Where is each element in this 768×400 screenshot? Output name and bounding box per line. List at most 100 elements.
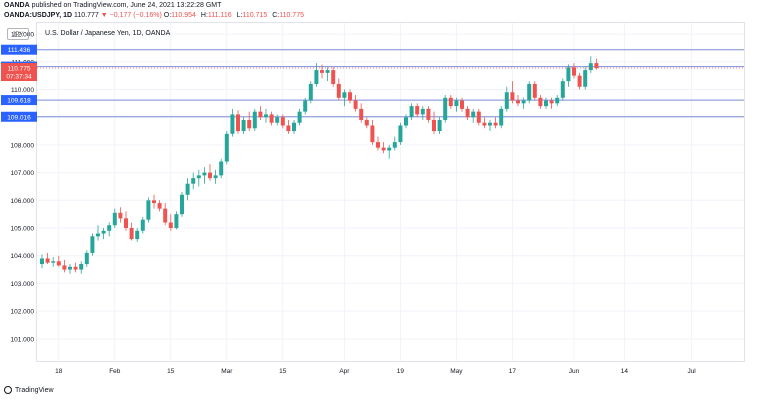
x-tick-label: Mar bbox=[221, 368, 233, 375]
candle-body bbox=[381, 147, 386, 151]
candle-body bbox=[213, 175, 218, 179]
candle-body bbox=[107, 225, 112, 231]
candle-body bbox=[538, 97, 543, 107]
candle-body bbox=[258, 111, 263, 118]
candle-body bbox=[79, 264, 84, 270]
candle-body bbox=[432, 119, 436, 132]
candle-body bbox=[180, 194, 184, 215]
open-label: O: bbox=[163, 12, 172, 19]
candle-body bbox=[230, 114, 235, 134]
candle-body bbox=[488, 122, 492, 126]
chart-title: U.S. Dollar / Japanese Yen, 1D, OANDA bbox=[45, 30, 171, 37]
candle-body bbox=[348, 92, 352, 101]
y-tick-label: 102.000 bbox=[11, 309, 35, 316]
candle-body bbox=[62, 265, 67, 270]
candle-body bbox=[163, 208, 168, 223]
candle-body bbox=[426, 108, 431, 120]
tradingview-watermark[interactable]: TradingView bbox=[4, 386, 54, 394]
published-line: OANDA published on TradingView.com, June… bbox=[4, 2, 221, 9]
candle-body bbox=[303, 100, 308, 112]
candle-body bbox=[336, 83, 341, 98]
candle-body bbox=[168, 222, 173, 229]
x-tick-label: Apr bbox=[339, 368, 350, 375]
x-tick-label: 19 bbox=[397, 368, 405, 375]
candle-body bbox=[68, 266, 72, 270]
candle-body bbox=[532, 83, 537, 98]
level-label-text: 109.016 bbox=[7, 114, 31, 121]
level-label-box bbox=[1, 44, 37, 55]
candle-body bbox=[219, 161, 224, 176]
level-label-text: 111.436 bbox=[8, 47, 31, 54]
candle-body bbox=[202, 172, 207, 176]
y-tick-label: 108.000 bbox=[11, 142, 35, 149]
y-tick-label: 105.000 bbox=[11, 226, 35, 233]
candle-body bbox=[297, 111, 302, 123]
candle-body bbox=[280, 117, 285, 126]
candle-body bbox=[516, 100, 520, 104]
candle-body bbox=[504, 92, 509, 109]
candle-body bbox=[342, 92, 347, 98]
candle-body bbox=[549, 100, 554, 104]
level-label-text: 109.618 bbox=[7, 98, 31, 105]
symbol-name: OANDA:USDJPY, 1D bbox=[4, 12, 73, 19]
price-change: ▼ −0.177 (−0.16%) bbox=[100, 12, 162, 19]
candle-body bbox=[420, 108, 425, 115]
candle-body bbox=[320, 70, 324, 73]
candle-body bbox=[443, 97, 448, 120]
candle-body bbox=[588, 63, 593, 71]
candle-body bbox=[140, 219, 145, 231]
candle-body bbox=[392, 142, 397, 148]
publisher-name: OANDA bbox=[4, 2, 30, 9]
candle-body bbox=[325, 70, 330, 73]
candle-body bbox=[241, 119, 246, 132]
candle-body bbox=[191, 178, 196, 184]
candle-body bbox=[84, 252, 89, 265]
candle-body bbox=[185, 183, 190, 195]
candle-body bbox=[560, 81, 565, 98]
candle-body bbox=[269, 114, 274, 123]
last-price-label-text: 110.775 bbox=[7, 66, 30, 73]
candle-body bbox=[286, 125, 291, 132]
close-label: C: bbox=[272, 12, 280, 19]
candle-body bbox=[118, 212, 123, 219]
candle-body bbox=[409, 106, 414, 118]
candle-body bbox=[124, 218, 128, 229]
candle-body bbox=[499, 108, 504, 126]
x-tick-label: 15 bbox=[167, 368, 175, 375]
close-value: 110.775 bbox=[279, 12, 304, 19]
x-tick-label: Jul bbox=[687, 368, 696, 375]
candle-body bbox=[376, 142, 380, 148]
candle-body bbox=[387, 147, 392, 151]
y-tick-label: 112.000 bbox=[11, 32, 34, 39]
candle-body bbox=[247, 119, 252, 129]
candle-body bbox=[135, 230, 140, 240]
candle-body bbox=[555, 97, 560, 104]
y-tick-label: 110.000 bbox=[11, 87, 34, 94]
candle-body bbox=[448, 97, 453, 107]
candle-body bbox=[404, 117, 408, 126]
candle-body bbox=[174, 214, 179, 229]
candle-body bbox=[398, 125, 403, 143]
countdown-label-text: 07:37:34 bbox=[6, 74, 32, 81]
low-value: 110.715 bbox=[242, 12, 268, 19]
candle-body bbox=[566, 67, 571, 82]
candle-body bbox=[252, 111, 257, 129]
candle-body bbox=[465, 108, 470, 118]
x-tick-label: 15 bbox=[279, 368, 287, 375]
chart-frame bbox=[36, 22, 745, 362]
candle-body bbox=[90, 236, 95, 253]
candle-body bbox=[146, 200, 151, 220]
candle-body bbox=[56, 261, 61, 266]
candle-body bbox=[583, 70, 588, 87]
candle-body bbox=[208, 172, 212, 179]
high-value: 111.116 bbox=[207, 12, 232, 19]
candle-body bbox=[577, 75, 582, 87]
currency-badge[interactable]: JPY bbox=[7, 28, 29, 40]
candle-body bbox=[40, 258, 44, 265]
y-tick-label: 107.000 bbox=[11, 170, 35, 177]
candle-body bbox=[370, 125, 375, 143]
candle-body bbox=[454, 100, 459, 107]
candle-body bbox=[96, 233, 100, 237]
last-price-label-box bbox=[1, 63, 37, 82]
